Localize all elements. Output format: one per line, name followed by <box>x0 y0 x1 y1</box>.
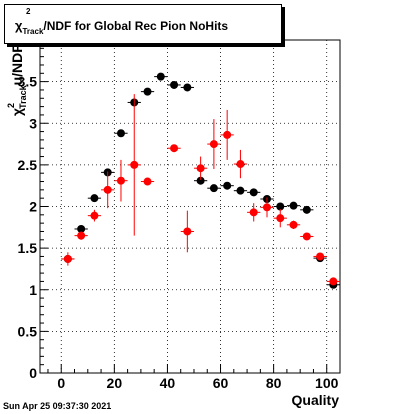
data-point <box>302 232 311 241</box>
data-point <box>236 186 245 195</box>
y-axis-title-sup: 2 <box>6 103 16 108</box>
series-red <box>61 94 340 286</box>
timestamp: Sun Apr 25 09:37:30 2021 <box>3 401 112 411</box>
x-tick-label: 0 <box>57 375 65 391</box>
data-point <box>276 202 285 211</box>
data-point <box>316 252 325 261</box>
data-point <box>276 214 285 223</box>
y-tick-label: 3.5 <box>18 74 38 90</box>
x-tick-label: 80 <box>266 375 282 391</box>
series-black <box>61 72 340 289</box>
data-point <box>90 194 99 203</box>
data-point <box>223 130 232 139</box>
y-axis-title: χ2 Tracku/NDF <box>6 44 28 116</box>
data-point <box>103 185 112 194</box>
y-axis-title-rest: u/NDF <box>9 44 25 86</box>
data-point <box>116 176 125 185</box>
x-tick-label: 100 <box>315 375 339 391</box>
title-symbol: χ <box>15 18 23 33</box>
data-point <box>170 144 179 153</box>
data-point <box>77 231 86 240</box>
y-tick-labels: 0 0.5 1 1.5 2 2.5 3 3.5 <box>18 74 38 381</box>
x-tick-labels: 0 20 40 60 80 100 <box>57 375 338 391</box>
y-axis-title-symbol: χ <box>9 108 25 116</box>
y-tick-label: 3 <box>29 115 37 131</box>
data-point <box>183 83 192 92</box>
data-point <box>289 220 298 229</box>
data-point <box>183 227 192 236</box>
data-point <box>170 80 179 89</box>
y-tick-label: 1 <box>29 282 37 298</box>
x-tick-label: 60 <box>213 375 229 391</box>
data-point <box>289 201 298 210</box>
data-point <box>236 160 245 169</box>
data-point <box>249 208 258 217</box>
y-axis-title-sub: Track <box>18 84 28 109</box>
x-axis-title: Quality <box>292 392 340 408</box>
plot-title: χ 2 Track/NDF for Global Rec Pion NoHits <box>15 7 229 36</box>
data-point <box>156 72 165 81</box>
data-point <box>302 205 311 214</box>
data-point <box>262 203 271 212</box>
title-subscript: Track <box>22 27 44 36</box>
data-point <box>209 184 218 193</box>
data-point <box>77 224 86 233</box>
data-point <box>249 188 258 197</box>
x-tick-label: 40 <box>160 375 176 391</box>
data-point <box>196 176 205 185</box>
data-point <box>116 129 125 138</box>
title-rest: /NDF for Global Rec Pion NoHits <box>43 19 229 33</box>
y-tick-label: 0 <box>29 365 37 381</box>
series-group <box>61 72 340 289</box>
data-point <box>329 277 338 286</box>
data-point <box>130 160 139 169</box>
data-point <box>143 87 152 96</box>
data-point <box>196 164 205 173</box>
y-tick-label: 2.5 <box>18 157 38 173</box>
y-tick-label: 0.5 <box>18 323 38 339</box>
axis-ticks <box>40 47 341 374</box>
y-tick-label: 2 <box>29 199 37 215</box>
data-point <box>143 177 152 186</box>
data-point <box>209 140 218 149</box>
data-point <box>90 211 99 220</box>
data-point <box>223 181 232 190</box>
x-tick-label: 20 <box>107 375 123 391</box>
title-superscript: 2 <box>26 7 31 16</box>
data-point <box>63 254 72 263</box>
title-box: χ 2 Track/NDF for Global Rec Pion NoHits <box>4 4 282 44</box>
y-tick-label: 1.5 <box>18 240 38 256</box>
